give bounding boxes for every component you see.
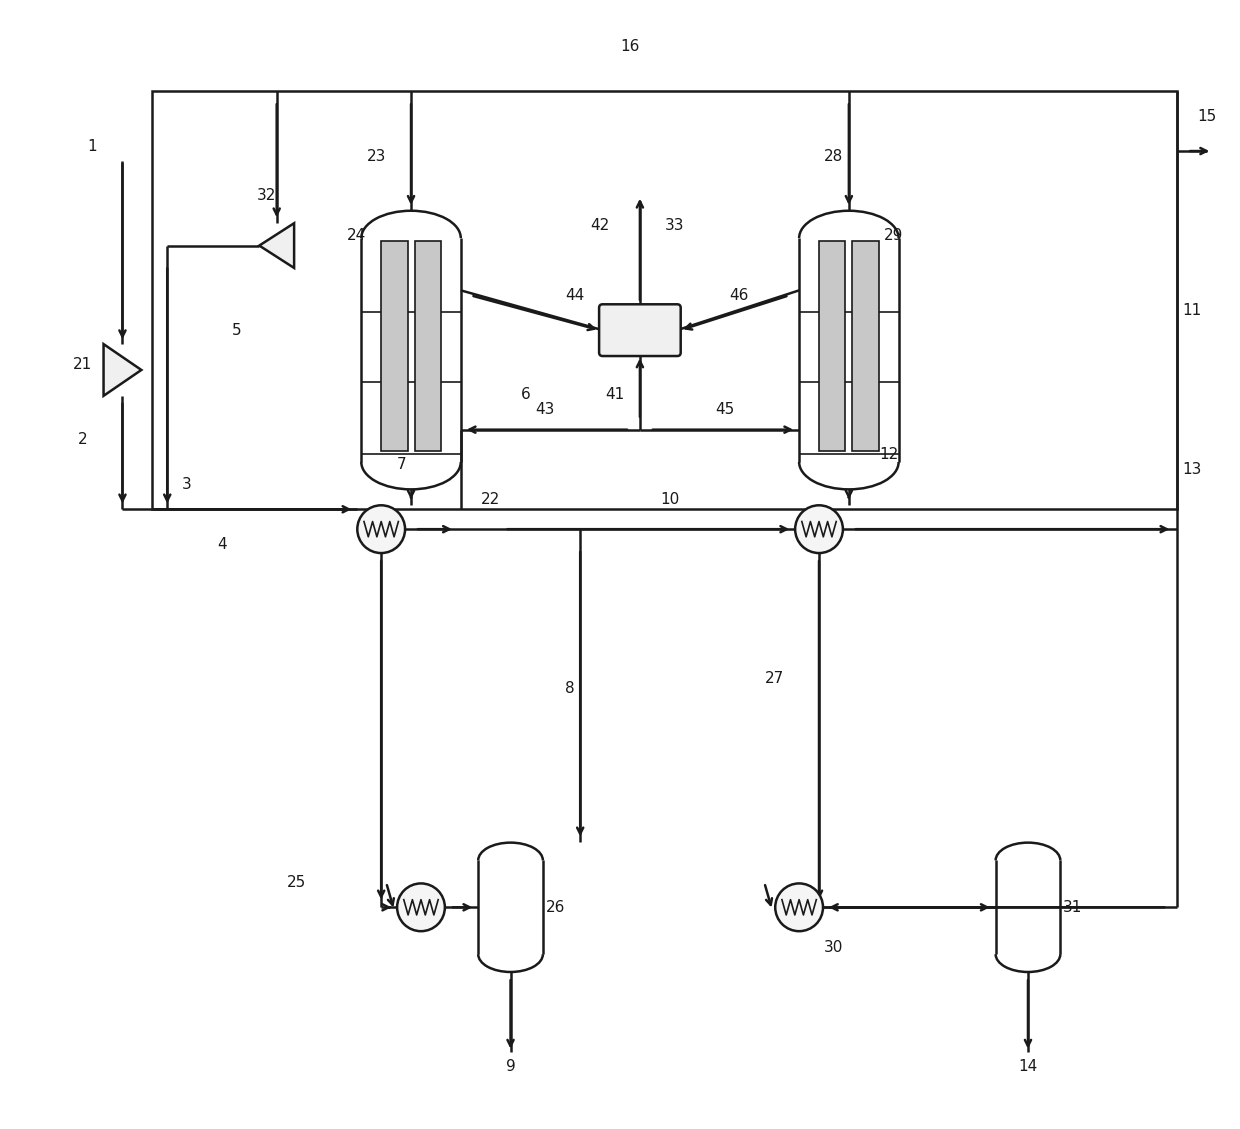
Text: 26: 26	[546, 900, 565, 914]
Bar	[818, 242, 846, 450]
Text: 28: 28	[825, 149, 843, 164]
Bar	[414, 242, 441, 450]
Text: 33: 33	[665, 218, 684, 234]
Text: 27: 27	[765, 671, 784, 686]
Text: 1: 1	[88, 139, 98, 154]
Bar	[381, 242, 408, 450]
Text: 14: 14	[1018, 1059, 1038, 1074]
Circle shape	[357, 506, 405, 553]
Text: 13: 13	[1183, 462, 1202, 476]
Text: 5: 5	[232, 323, 242, 338]
Bar	[852, 242, 879, 450]
Text: 41: 41	[605, 387, 625, 402]
Text: 3: 3	[182, 476, 192, 492]
Text: 11: 11	[1183, 303, 1202, 317]
Text: 8: 8	[565, 681, 575, 695]
Text: 16: 16	[620, 40, 640, 54]
Text: 15: 15	[1198, 108, 1216, 124]
Text: 46: 46	[729, 288, 749, 303]
Text: 23: 23	[367, 149, 386, 164]
Circle shape	[795, 506, 843, 553]
Text: 9: 9	[506, 1059, 516, 1074]
Text: 43: 43	[536, 402, 556, 418]
Text: 29: 29	[884, 228, 903, 243]
Text: 45: 45	[714, 402, 734, 418]
Polygon shape	[259, 224, 294, 268]
Text: 21: 21	[73, 358, 92, 373]
Text: 7: 7	[397, 457, 405, 472]
Bar	[153, 91, 1177, 509]
Circle shape	[397, 883, 445, 931]
Text: 44: 44	[565, 288, 585, 303]
Text: 6: 6	[521, 387, 531, 402]
Circle shape	[775, 883, 823, 931]
Text: 10: 10	[660, 492, 680, 507]
Text: 25: 25	[286, 875, 306, 890]
FancyBboxPatch shape	[599, 305, 681, 356]
Text: 2: 2	[78, 432, 88, 447]
Text: 31: 31	[1063, 900, 1083, 914]
Text: 22: 22	[481, 492, 500, 507]
Text: 32: 32	[257, 189, 277, 203]
Text: 12: 12	[879, 447, 898, 462]
Polygon shape	[104, 344, 141, 396]
Text: 4: 4	[217, 536, 227, 552]
Text: 30: 30	[825, 939, 843, 955]
Text: 24: 24	[347, 228, 366, 243]
Text: 42: 42	[590, 218, 610, 234]
